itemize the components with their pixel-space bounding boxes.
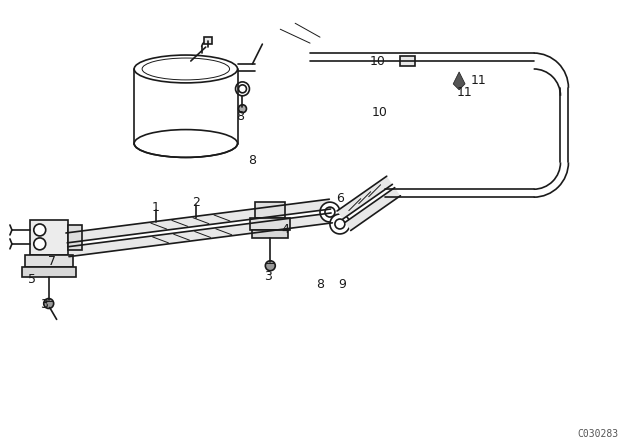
Text: 8: 8 (237, 110, 244, 123)
Circle shape (335, 219, 345, 229)
Text: 6: 6 (336, 192, 344, 205)
Text: 7: 7 (47, 255, 56, 268)
Bar (30, 220, 68, 255)
Ellipse shape (142, 58, 230, 80)
Bar (25, 255, 72, 267)
Text: 10: 10 (372, 106, 388, 119)
Circle shape (266, 261, 275, 271)
Text: 9: 9 (338, 278, 346, 291)
Text: 8: 8 (316, 278, 324, 291)
Circle shape (320, 202, 340, 222)
Polygon shape (345, 188, 401, 231)
Circle shape (325, 207, 335, 217)
Circle shape (239, 85, 246, 93)
Text: 11: 11 (471, 74, 487, 87)
Polygon shape (453, 72, 465, 90)
Bar (252, 230, 288, 238)
Circle shape (330, 214, 350, 234)
Polygon shape (66, 199, 331, 243)
Polygon shape (337, 176, 392, 219)
Text: C030283: C030283 (577, 429, 618, 439)
Bar (68, 225, 83, 250)
Text: 11: 11 (456, 86, 472, 99)
Text: 10: 10 (370, 55, 385, 68)
Circle shape (34, 238, 45, 250)
Text: 1: 1 (152, 201, 160, 214)
Circle shape (236, 82, 250, 96)
Circle shape (239, 105, 246, 113)
Text: 5: 5 (28, 273, 36, 286)
Circle shape (44, 298, 54, 309)
Text: 8: 8 (248, 154, 257, 167)
Text: 3: 3 (264, 270, 272, 283)
Polygon shape (68, 213, 332, 257)
Text: 4: 4 (281, 224, 289, 237)
Text: 2: 2 (192, 196, 200, 209)
Bar (204, 37, 212, 44)
Bar (250, 218, 290, 230)
Bar (22, 267, 76, 277)
Bar (255, 202, 285, 218)
Bar (399, 56, 415, 66)
Ellipse shape (134, 129, 237, 157)
Ellipse shape (134, 55, 237, 83)
Circle shape (34, 224, 45, 236)
Text: 3: 3 (40, 298, 47, 311)
